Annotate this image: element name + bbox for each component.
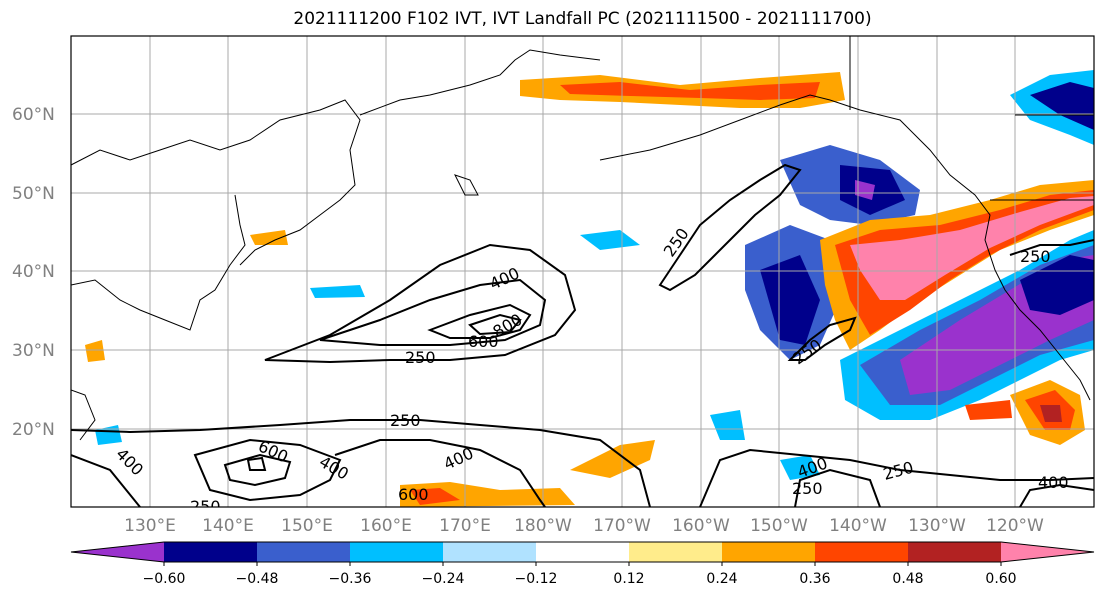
map-frame	[70, 35, 1095, 508]
lon-labels: 130°E 140°E 150°E 160°E 170°E 180°W 170°…	[124, 516, 1044, 536]
colorbar-tick-label: −0.48	[236, 571, 279, 587]
contour-label: 250	[405, 348, 436, 367]
pc-field-layer	[85, 70, 1094, 507]
colorbar-tick-label: 0.36	[799, 571, 830, 587]
colorbar-tick-label: −0.12	[515, 571, 558, 587]
lat-label: 30°N	[12, 341, 55, 361]
lat-labels: 60°N 50°N 40°N 30°N 20°N	[12, 105, 55, 440]
colorbar-tick-label: −0.36	[329, 571, 372, 587]
colorbar-swatch	[815, 542, 908, 562]
lon-label: 180°W	[514, 516, 572, 536]
contour-label: 600	[468, 332, 499, 351]
lon-label: 160°E	[360, 516, 412, 536]
lon-label: 140°E	[202, 516, 254, 536]
lat-label: 20°N	[12, 420, 55, 440]
colorbar-swatch	[536, 542, 629, 562]
colorbar-tick-label: 0.12	[613, 571, 644, 587]
lat-label: 60°N	[12, 105, 55, 125]
lon-label: 130°E	[124, 516, 176, 536]
colorbar: −0.60 −0.48 −0.36 −0.24 −0.12 0.12 0.24 0.36 0.4…	[70, 541, 1095, 587]
colorbar-swatch	[722, 542, 815, 562]
colorbar-swatch	[443, 542, 536, 562]
coastlines	[71, 36, 1094, 441]
colorbar-swatch	[164, 542, 257, 562]
contour-label: 250	[390, 411, 421, 430]
colorbar-swatch	[908, 542, 1001, 562]
contour-label: 250	[792, 479, 823, 498]
map-title: 2021111200 F102 IVT, IVT Landfall PC (20…	[293, 9, 872, 29]
ivt-contours	[71, 163, 1094, 507]
colorbar-swatch	[629, 542, 722, 562]
lat-label: 40°N	[12, 262, 55, 282]
colorbar-swatch	[1001, 542, 1094, 562]
colorbar-tick-label: −0.60	[143, 571, 186, 587]
contour-label: 600	[398, 485, 429, 504]
colorbar-swatch	[350, 542, 443, 562]
colorbar-swatch	[257, 542, 350, 562]
lon-label: 120°W	[986, 516, 1044, 536]
lon-label: 140°W	[829, 516, 887, 536]
colorbar-tick-label: 0.60	[985, 571, 1016, 587]
lat-label: 50°N	[12, 184, 55, 204]
contour-label: 250	[1020, 247, 1051, 266]
lon-label: 170°W	[593, 516, 651, 536]
colorbar-tick-label: 0.48	[892, 571, 923, 587]
lon-label: 150°E	[281, 516, 333, 536]
colorbar-tick-label: −0.24	[422, 571, 465, 587]
lon-label: 160°W	[672, 516, 730, 536]
lon-label: 150°W	[750, 516, 808, 536]
colorbar-tick-label: 0.24	[706, 571, 737, 587]
contour-label: 250	[190, 497, 221, 516]
contour-label: 400	[1038, 473, 1069, 492]
lon-label: 170°E	[439, 516, 491, 536]
colorbar-swatch	[71, 542, 164, 562]
lon-label: 130°W	[908, 516, 966, 536]
